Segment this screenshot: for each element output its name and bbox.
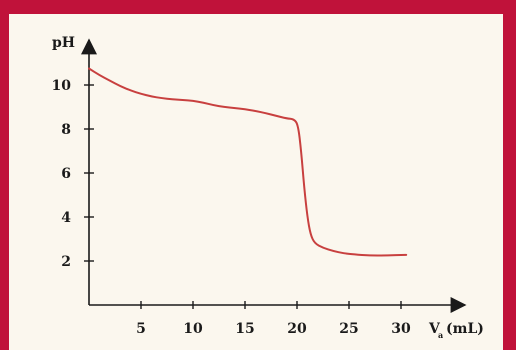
y-tick-label: 10	[52, 78, 72, 94]
x-axis-label-unit: (mL)	[446, 321, 484, 337]
x-tick-label: 10	[183, 321, 203, 337]
x-tick-label: 30	[391, 321, 411, 337]
x-axis-label-sub: a	[438, 330, 443, 340]
x-tick-label: 25	[339, 321, 358, 337]
ph-curve-line	[88, 67, 408, 257]
x-ticks: 5 10 15 20 25 30	[136, 301, 411, 337]
x-tick-label: 5	[136, 321, 146, 337]
y-tick-label: 8	[61, 122, 71, 138]
y-ticks: 2 4 6 8 10	[52, 78, 94, 270]
x-tick-label: 15	[235, 321, 254, 337]
y-tick-label: 6	[61, 166, 71, 182]
y-tick-label: 2	[61, 254, 71, 270]
x-axis-label: V a (mL)	[428, 321, 484, 340]
x-tick-label: 20	[287, 321, 307, 337]
y-axis-label: pH	[52, 35, 75, 51]
y-tick-label: 4	[61, 210, 71, 226]
x-axis-label-main: V	[428, 321, 441, 337]
